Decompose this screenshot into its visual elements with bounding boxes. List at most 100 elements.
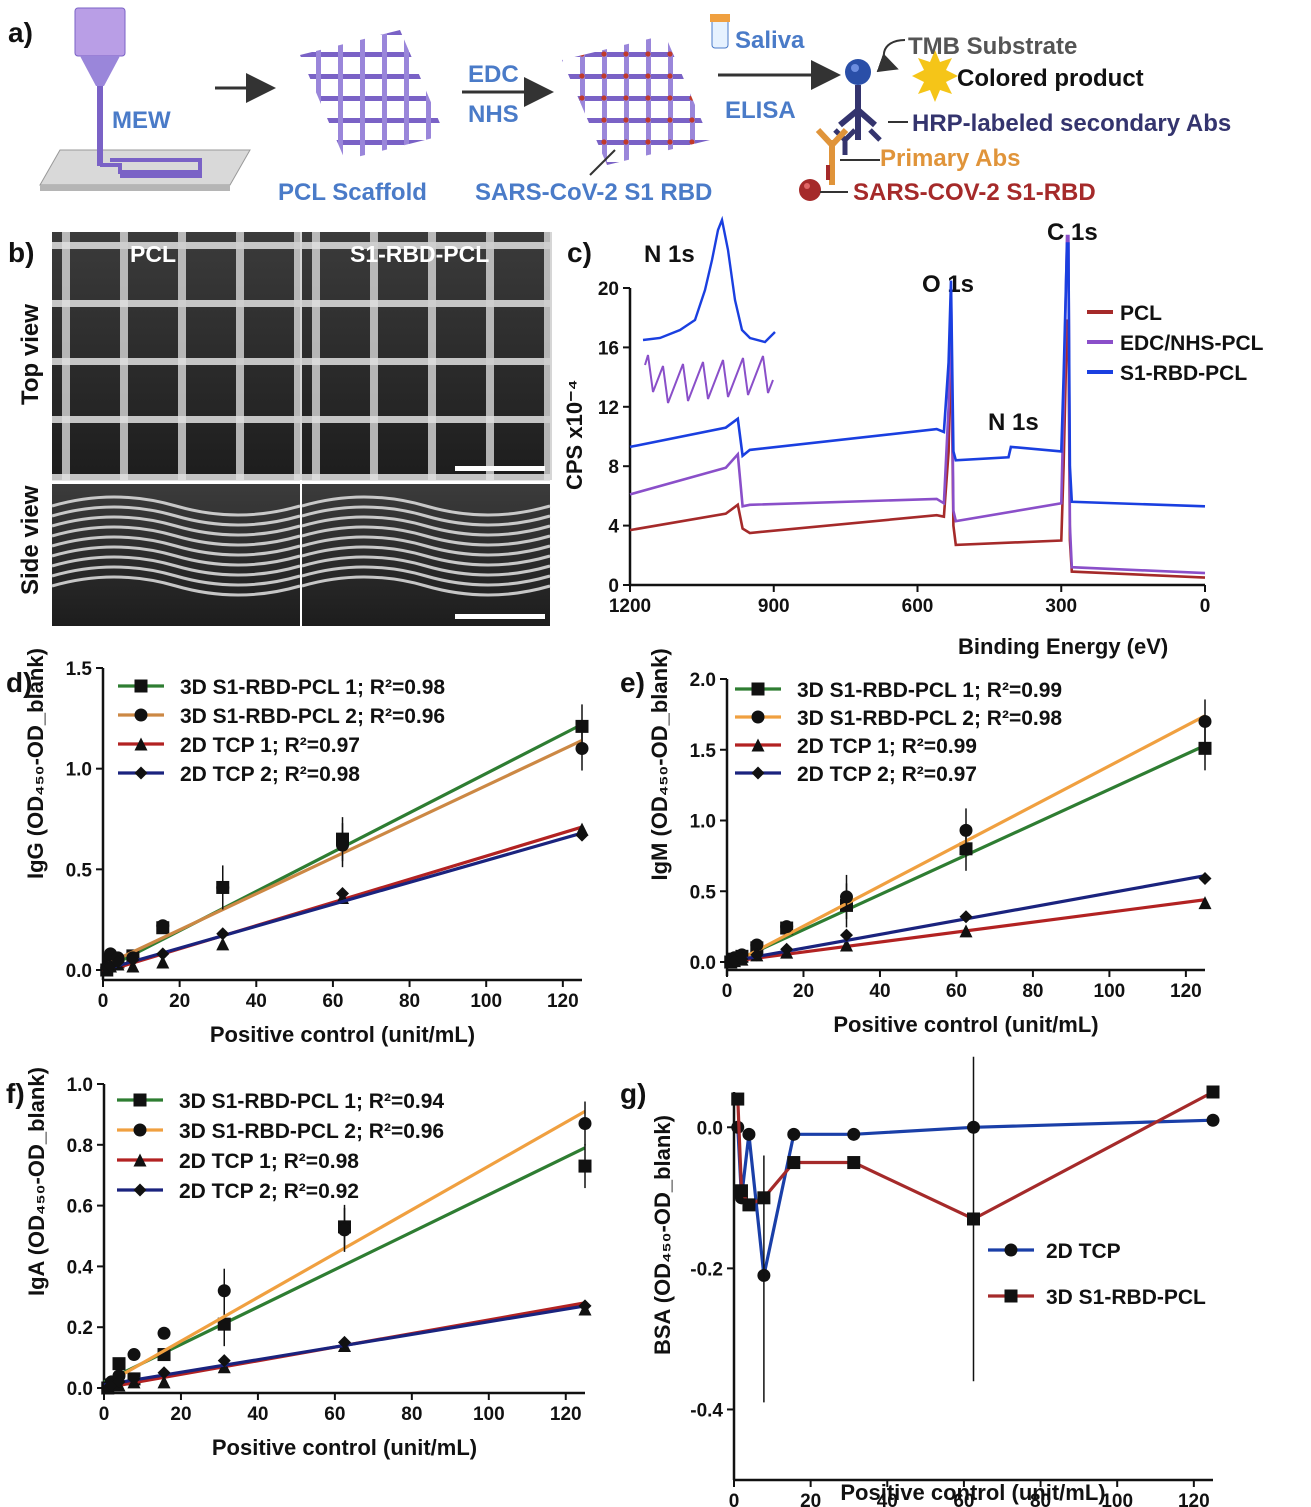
- tmb-label: TMB Substrate: [908, 33, 1077, 60]
- data-point: [735, 952, 749, 966]
- data-point: [216, 927, 230, 941]
- data-point: [578, 1159, 592, 1173]
- data-point: [216, 880, 230, 894]
- data-point: [336, 838, 349, 852]
- x-tick-label: 120: [1170, 981, 1202, 1002]
- panel-c-xlabel: Binding Energy (eV): [958, 634, 1168, 659]
- sem-image: [302, 232, 550, 480]
- data-point: [156, 919, 170, 933]
- y-tick-label: 0.6: [67, 1197, 93, 1218]
- x-tick-label: 100: [473, 1404, 505, 1425]
- data-point: [751, 738, 765, 752]
- nhs-label: NHS: [468, 101, 519, 128]
- legend-entry: 3D S1-RBD-PCL: [1046, 1286, 1206, 1309]
- n1s-label: N 1s: [988, 409, 1039, 436]
- panel-e: e) 0 20 40 60 80 100 120 0.0 0.5 1.0 1.5 2.0 Positive…: [620, 648, 1212, 1037]
- sem-fiber: [236, 232, 244, 480]
- series-line: [629, 234, 1206, 575]
- legend-entry: 2D TCP 2; R²=0.92: [179, 1180, 359, 1203]
- y-tick-label: 20: [598, 279, 619, 300]
- data-point: [156, 955, 170, 969]
- sem-fiber: [52, 242, 300, 249]
- sem-fiber: [301, 505, 551, 527]
- x-tick-label: 0: [99, 1404, 110, 1425]
- data-point: [133, 1153, 147, 1167]
- data-point: [840, 938, 853, 952]
- data-point: [336, 886, 349, 900]
- y-axis-label: BSA (OD₄₅₀-OD_blank): [650, 1115, 675, 1355]
- x-tick-label: 80: [1030, 1491, 1051, 1507]
- panel-g-label: g): [620, 1078, 646, 1109]
- sem-fiber: [302, 474, 550, 481]
- sem-fiber: [312, 232, 320, 480]
- sem-fiber: [51, 495, 301, 517]
- data-point: [840, 928, 853, 942]
- sem-fiber: [51, 525, 301, 547]
- data-point: [751, 710, 765, 724]
- panel-d: d) 0 20 40 60 80 100 120 0.0 0.5 1.0 1.5 Positive co…: [6, 648, 589, 1047]
- sem-fiber: [62, 232, 70, 480]
- panel-d-label: d): [6, 667, 32, 698]
- y-tick-label: 1.5: [690, 741, 717, 762]
- sem-fiber: [428, 232, 436, 480]
- x-tick-label: 0: [729, 1491, 740, 1507]
- data-point: [575, 719, 589, 733]
- sem-fiber: [120, 232, 128, 480]
- panel-c-legend: PCL EDC/NHS-PCL S1-RBD-PCL: [1087, 302, 1264, 385]
- sem-fiber: [52, 474, 300, 481]
- sem-fiber: [301, 515, 551, 537]
- sem-fiber: [51, 565, 301, 587]
- y-tick-label: 0.8: [67, 1136, 93, 1157]
- y-tick-label: -0.4: [690, 1400, 723, 1421]
- data-point: [750, 938, 764, 952]
- panel-g: g) 0 20 40 60 80 100 120 0.0 -0.2 -0.4 Positive con…: [620, 1056, 1220, 1507]
- x-axis-label: Positive control (unit/mL): [833, 1012, 1098, 1037]
- y-tick-label: 0.0: [690, 953, 716, 974]
- sem-fiber: [302, 416, 550, 423]
- series-line: [736, 1090, 1214, 1221]
- y-tick-label: 0.2: [67, 1318, 93, 1339]
- rbd-antigen-label: SARS-COV-2 S1-RBD: [853, 179, 1096, 206]
- x-tick-label: 120: [1178, 1491, 1210, 1507]
- sem-fiber: [51, 515, 301, 537]
- x-tick-label: 20: [169, 991, 190, 1012]
- sem-fiber: [301, 535, 551, 557]
- data-point: [787, 1156, 801, 1170]
- data-point: [1206, 1113, 1220, 1127]
- data-point: [575, 742, 589, 756]
- data-point: [338, 1335, 351, 1349]
- x-axis-label: Positive control (unit/mL): [840, 1480, 1105, 1505]
- y-tick-label: 16: [598, 338, 619, 359]
- sem-fiber: [51, 555, 301, 577]
- data-point: [112, 1357, 126, 1371]
- n1s-inset-label: N 1s: [644, 241, 695, 268]
- data-point: [127, 1348, 141, 1362]
- y-tick-label: 2.0: [690, 670, 716, 691]
- data-point: [217, 1354, 231, 1368]
- sem-fiber: [544, 232, 552, 480]
- x-tick-label: 100: [1094, 981, 1126, 1002]
- sem-fiber: [51, 575, 301, 597]
- y-tick-label: 12: [598, 398, 619, 419]
- sem-fiber: [294, 232, 302, 480]
- x-tick-label: 60: [946, 981, 967, 1002]
- x-axis-label: Positive control (unit/mL): [212, 1435, 477, 1460]
- x-tick-label: 1200: [609, 596, 651, 617]
- sem-fiber: [301, 495, 551, 517]
- pcl-scaffold-label: PCL Scaffold: [278, 179, 427, 206]
- sem-fiber: [51, 535, 301, 557]
- data-point: [742, 1198, 756, 1212]
- sem-fiber: [302, 300, 550, 307]
- saliva-label: Saliva: [735, 27, 805, 54]
- x-tick-label: 120: [547, 991, 579, 1012]
- colored-product-label: Colored product: [957, 65, 1144, 92]
- data-point: [742, 1127, 756, 1141]
- y-tick-label: 1.0: [66, 760, 92, 781]
- y-tick-label: 4: [608, 517, 619, 538]
- data-point: [133, 1183, 147, 1197]
- data-point: [1206, 1085, 1220, 1099]
- sem-fiber: [301, 555, 551, 577]
- sem-fiber: [52, 416, 300, 423]
- mew-printer-illustration: MEW: [39, 7, 251, 191]
